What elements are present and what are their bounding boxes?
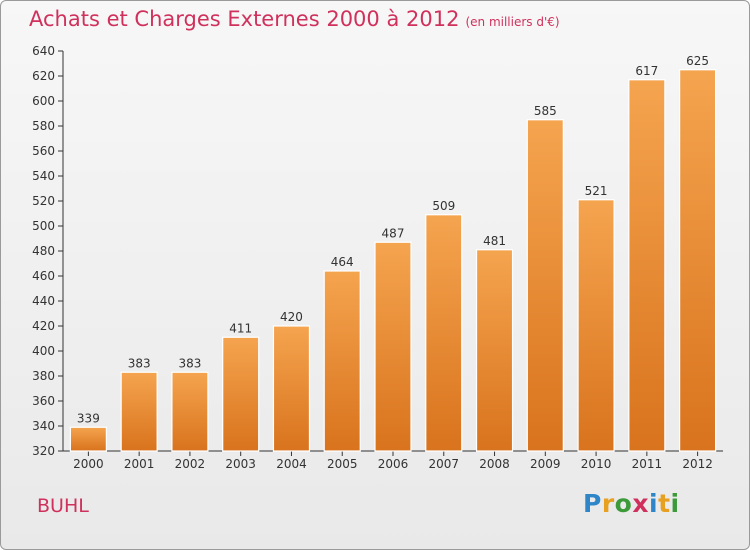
commune-name: BUHL (37, 495, 89, 517)
x-axis: 2000 2001 2002 2003 2004 2005 2006 2007 2008 2009… (63, 450, 723, 471)
y-tick-label: 500 (32, 219, 55, 233)
y-axis: 320 340 360 380 400 420 440 460 480 500 520 540 560 5… (32, 44, 64, 458)
logo-letter: t (658, 489, 671, 518)
bar-2004 (272, 325, 311, 452)
x-tick-label: 2012 (682, 457, 713, 471)
bar-value-label: 625 (686, 54, 709, 68)
bar-value-label: 411 (229, 321, 252, 335)
bar-value-label: 585 (534, 104, 557, 118)
x-tick-label: 2007 (428, 457, 459, 471)
bar-value-label: 383 (178, 356, 201, 370)
y-tick-label: 440 (32, 294, 55, 308)
x-tick-label: 2009 (530, 457, 561, 471)
bar-value-label: 521 (585, 184, 608, 198)
x-tick-label: 2003 (225, 457, 256, 471)
bar-2011 (628, 79, 666, 452)
x-tick-label: 2011 (632, 457, 663, 471)
logo-letter: o (614, 489, 633, 518)
logo-letter: i (649, 489, 659, 518)
bar-chart: 320 340 360 380 400 420 440 460 480 500 520 540 560 5… (32, 44, 723, 471)
x-tick-label: 2006 (378, 457, 409, 471)
logo-letter: x (632, 489, 649, 518)
y-tick-label: 580 (32, 119, 55, 133)
bar-value-label: 464 (331, 255, 354, 269)
x-tick-label: 2008 (479, 457, 510, 471)
x-tick-label: 2001 (124, 457, 155, 471)
proxiti-logo[interactable]: Proxiti (583, 489, 680, 518)
y-tick-label: 380 (32, 369, 55, 383)
bar-2001 (120, 371, 158, 452)
x-tick-label: 2005 (327, 457, 358, 471)
bar-2003 (222, 336, 260, 452)
bar-2007 (425, 214, 463, 452)
chart-title-text: Achats et Charges Externes 2000 à 2012 (29, 7, 460, 31)
bar-value-label: 339 (77, 411, 100, 425)
logo-letter: i (670, 489, 680, 518)
bar-value-label: 487 (382, 226, 405, 240)
y-tick-label: 620 (32, 69, 55, 83)
x-tick-label: 2004 (276, 457, 307, 471)
bar-2008 (475, 249, 514, 452)
logo-letter: r (601, 489, 615, 518)
x-tick-label: 2000 (73, 457, 104, 471)
chart-title: Achats et Charges Externes 2000 à 2012 (e… (29, 7, 560, 31)
bars: 339 383 383 411 420 464 487 509 481 585 521 617 625 (69, 54, 717, 452)
y-tick-label: 480 (32, 244, 55, 258)
bar-value-label: 383 (128, 356, 151, 370)
bar-value-label: 481 (483, 234, 506, 248)
y-tick-label: 360 (32, 394, 55, 408)
bar-2005 (323, 270, 361, 452)
y-tick-label: 420 (32, 319, 55, 333)
y-tick-label: 640 (32, 44, 55, 58)
chart-subtitle: (en milliers d'€) (465, 15, 560, 29)
y-tick-label: 540 (32, 169, 55, 183)
y-tick-label: 400 (32, 344, 55, 358)
bar-value-label: 617 (635, 64, 658, 78)
bar-2009 (526, 119, 564, 452)
bar-2000 (69, 426, 107, 452)
logo-letter: P (583, 489, 602, 518)
bar-value-label: 420 (280, 310, 303, 324)
bar-2002 (171, 371, 209, 452)
x-tick-label: 2010 (581, 457, 612, 471)
y-tick-label: 600 (32, 94, 55, 108)
y-tick-label: 520 (32, 194, 55, 208)
bar-2010 (577, 199, 615, 452)
y-tick-label: 560 (32, 144, 55, 158)
x-tick-label: 2002 (175, 457, 206, 471)
bar-2012 (679, 69, 717, 452)
bar-2006 (374, 241, 412, 452)
y-tick-label: 340 (32, 419, 55, 433)
y-tick-label: 320 (32, 444, 55, 458)
y-tick-label: 460 (32, 269, 55, 283)
bar-value-label: 509 (432, 199, 455, 213)
